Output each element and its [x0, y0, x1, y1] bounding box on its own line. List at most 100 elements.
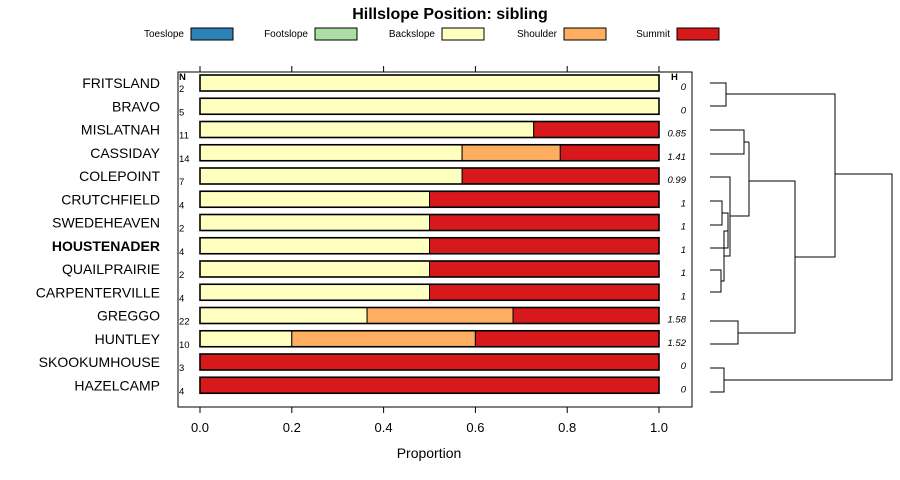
h-column-header: H	[671, 72, 678, 83]
n-label: 11	[179, 131, 189, 142]
x-tick-label: 0.0	[191, 420, 209, 435]
bar-segment	[199, 237, 430, 255]
bar-segment	[199, 97, 660, 115]
legend: Toeslope Footslope Backslope Shoulder Summit	[144, 27, 720, 41]
dendrogram-branch	[710, 82, 727, 107]
h-label: 1	[681, 245, 686, 256]
bar-segment	[199, 283, 430, 301]
n-label: 4	[179, 293, 184, 304]
legend-label: Footslope	[264, 29, 308, 40]
bar-outline	[199, 353, 660, 371]
bar-outline	[199, 143, 660, 162]
legend-swatch	[314, 27, 358, 41]
bar-outline	[199, 167, 660, 185]
dendrogram-branch	[710, 176, 731, 257]
bar-outline	[199, 329, 660, 348]
x-axis-title: Proportion	[397, 445, 462, 461]
legend-label: Shoulder	[517, 29, 558, 40]
x-tick-label: 0.8	[558, 420, 576, 435]
dendrogram-branch	[738, 180, 796, 334]
bar-segment	[291, 330, 476, 348]
n-label: 7	[179, 177, 184, 188]
n-label: 2	[179, 84, 184, 95]
h-labels: 0 0 0.85 1.41 0.99 1 1 1 1 1 1.58 1.52 0 0	[668, 82, 687, 395]
category-label: CARPENTERVILLE	[36, 284, 160, 300]
bar-segment	[366, 307, 514, 324]
h-label: 1	[681, 222, 686, 233]
h-label: 1	[681, 291, 686, 302]
h-label: 0	[681, 82, 687, 93]
bars-group	[199, 74, 660, 395]
category-label: SKOOKUMHOUSE	[39, 354, 160, 370]
dendrogram-branch	[710, 200, 723, 226]
category-label: BRAVO	[112, 98, 160, 114]
category-label: HAZELCAMP	[74, 377, 160, 393]
category-label: CRUTCHFIELD	[61, 191, 160, 207]
x-tick-label: 0.6	[466, 420, 484, 435]
legend-swatch	[441, 27, 485, 41]
h-label: 1	[681, 268, 686, 279]
bar-outline	[199, 74, 660, 92]
dendrogram-branch	[710, 129, 745, 155]
n-column-header: N	[179, 72, 186, 83]
legend-swatch	[190, 27, 234, 41]
n-label: 10	[179, 340, 190, 351]
h-label: 1.41	[668, 152, 687, 163]
bar-segment	[199, 353, 660, 371]
bar-segment	[461, 144, 561, 162]
plot-frame	[177, 71, 693, 408]
category-label: SWEDEHEAVEN	[52, 215, 160, 231]
dendrogram-branch	[730, 142, 750, 217]
category-label: QUAILPRAIRIE	[62, 261, 160, 277]
bar-segment	[199, 376, 660, 394]
chart-title: Hillslope Position: sibling	[352, 6, 548, 23]
bar-segment	[199, 144, 463, 162]
bar-segment	[199, 260, 430, 278]
h-label: 0	[681, 384, 687, 395]
n-label: 4	[179, 386, 184, 397]
h-label: 0.99	[668, 175, 687, 186]
bar-outline	[199, 306, 660, 325]
bar-segment	[429, 237, 660, 255]
bar-segment	[199, 121, 535, 138]
n-label: 4	[179, 200, 184, 211]
category-label: CASSIDAY	[90, 145, 160, 161]
n-label: 22	[179, 317, 190, 328]
legend-label: Summit	[636, 29, 670, 40]
bar-outline	[199, 120, 660, 139]
bar-segment	[199, 74, 660, 92]
x-tick-label: 1.0	[650, 420, 668, 435]
dendrogram-branch	[710, 367, 725, 393]
legend-label: Toeslope	[144, 29, 184, 40]
category-label: GREGGO	[97, 308, 160, 324]
bar-outline	[199, 376, 660, 395]
h-label: 1	[681, 198, 686, 209]
bar-segment	[429, 260, 660, 278]
category-label: FRITSLAND	[82, 75, 160, 91]
category-labels: FRITSLAND BRAVO MISLATNAH CASSIDAY COLEPOINT…	[36, 75, 161, 393]
n-label: 2	[179, 270, 184, 281]
bar-segment	[512, 307, 660, 324]
n-labels: 2 5 11 14 7 4 2 4 2 4 22 10 3 4	[179, 84, 190, 397]
category-label: MISLATNAH	[81, 122, 160, 138]
bar-outline	[199, 236, 660, 255]
h-label: 1.52	[668, 338, 687, 349]
n-label: 2	[179, 224, 184, 235]
bar-outline	[199, 190, 660, 209]
h-label: 1.58	[668, 315, 687, 326]
bar-segment	[199, 167, 463, 185]
bar-segment	[461, 167, 660, 185]
category-label: COLEPOINT	[79, 168, 160, 184]
category-label: HUNTLEY	[95, 331, 161, 347]
h-label: 0.85	[668, 129, 687, 140]
x-axis: 0.0 0.2 0.4 0.6 0.8 1.0	[191, 66, 668, 435]
n-label: 5	[179, 107, 184, 118]
bar-segment	[474, 330, 660, 348]
dendrogram-branch	[726, 93, 836, 258]
bar-outline	[199, 283, 660, 302]
dendrogram-branch	[710, 269, 722, 293]
bar-segment	[429, 214, 660, 231]
dendrogram	[710, 82, 893, 393]
bar-outline	[199, 97, 660, 116]
